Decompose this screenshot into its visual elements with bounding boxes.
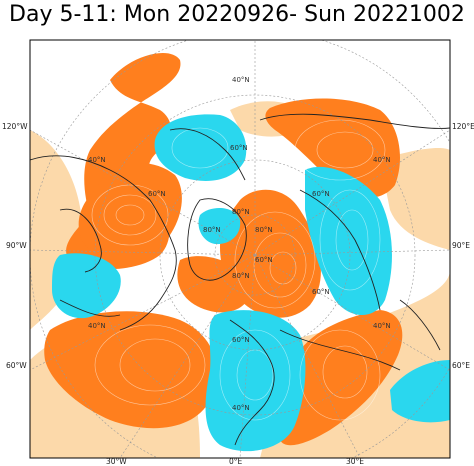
lat-label: 80°N (203, 226, 221, 234)
lat-label: 40°N (88, 156, 106, 164)
lon-label: 120°E (452, 122, 474, 131)
lat-label: 80°N (232, 208, 250, 216)
lon-label: 90°E (452, 241, 470, 250)
lat-label: 60°N (255, 256, 273, 264)
lat-label: 40°N (88, 322, 106, 330)
lon-label: 0°E (229, 457, 243, 466)
cyan-anomaly-europe (205, 310, 306, 452)
lat-label: 60°N (230, 144, 248, 152)
latitude-labels: 40°N 60°N 80°N 40°N 60°N 40°N 60°N 40°N … (88, 76, 391, 412)
negative-anomalies (52, 114, 450, 452)
longitude-labels: 120°W 90°W 60°W 30°W 0°E 30°E 120°E 90°E… (2, 122, 474, 466)
lat-label: 60°N (232, 336, 250, 344)
cyan-anomaly-east-asia (305, 166, 392, 315)
lat-label: 40°N (373, 156, 391, 164)
lon-label: 90°W (6, 241, 27, 250)
orange-anomaly-middle-east (278, 310, 403, 446)
lat-label: 60°N (148, 190, 166, 198)
cyan-anomaly-alaska (154, 114, 247, 181)
lat-label: 40°N (373, 322, 391, 330)
cyan-anomaly-northwest-atlantic (52, 253, 121, 319)
lon-label: 120°W (2, 122, 28, 131)
lat-label: 60°N (312, 288, 330, 296)
lat-label: 40°N (232, 404, 250, 412)
lat-label: 60°N (312, 190, 330, 198)
lat-label: 40°N (232, 76, 250, 84)
orange-anomaly-greenland (177, 256, 251, 313)
map-title: Day 5-11: Mon 20220926- Sun 20221002 (9, 2, 465, 27)
cyan-anomaly-arctic-small (198, 208, 241, 245)
coastlines (30, 113, 450, 446)
contour-lines (91, 119, 386, 421)
lon-label: 60°E (452, 361, 470, 370)
lon-label: 30°E (346, 457, 364, 466)
cyan-anomaly-southeast (390, 360, 450, 423)
lon-label: 30°W (106, 457, 127, 466)
lat-label: 80°N (232, 272, 250, 280)
lon-label: 60°W (6, 361, 27, 370)
orange-anomaly-siberia (265, 98, 400, 198)
map-frame (29, 39, 451, 459)
lat-label: 80°N (255, 226, 273, 234)
